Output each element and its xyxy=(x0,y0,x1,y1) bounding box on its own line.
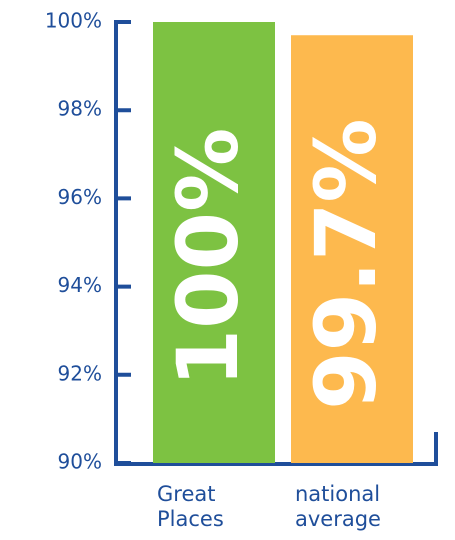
y-tick-label: 98% xyxy=(58,97,102,121)
y-tick-label: 100% xyxy=(45,9,102,33)
y-tick-label: 96% xyxy=(58,185,102,209)
value-label: 99.7% xyxy=(297,118,395,409)
x-tick-label: national average xyxy=(295,482,381,531)
y-tick-label: 92% xyxy=(58,361,102,385)
x-tick-label: Great Places xyxy=(157,482,224,531)
value-label: 100% xyxy=(159,128,257,388)
bar xyxy=(291,35,413,463)
bar xyxy=(153,22,275,463)
y-tick-label: 94% xyxy=(58,273,102,297)
y-tick-label: 90% xyxy=(58,450,102,474)
